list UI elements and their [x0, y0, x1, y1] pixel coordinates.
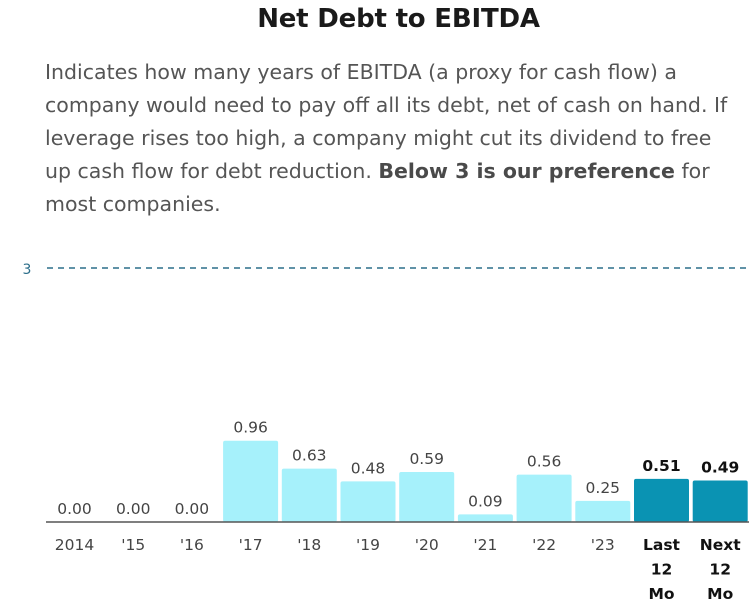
reference-line-label: 3 — [23, 262, 32, 278]
data-label: 0.49 — [701, 459, 739, 477]
data-label: 0.48 — [351, 459, 386, 477]
x-tick-label: Next 12 Mo — [700, 536, 741, 603]
bar-9 — [575, 500, 631, 522]
x-tick-label: '16 — [180, 536, 204, 554]
x-tick-label: 2014 — [55, 536, 94, 554]
x-tick-label: Last 12 Mo — [643, 536, 681, 603]
data-label: 0.00 — [57, 500, 92, 518]
bar-8 — [516, 474, 572, 522]
description-text: Indicates how many years of EBITDA (a pr… — [45, 60, 728, 183]
data-label: 0.51 — [642, 457, 680, 475]
data-label: 0.09 — [468, 492, 503, 510]
bar-4 — [281, 468, 337, 522]
data-label: 0.59 — [409, 450, 444, 468]
x-tick-label: '15 — [121, 536, 145, 554]
x-tick-label: '21 — [473, 536, 497, 554]
description-emphasis: Below 3 is our preference — [378, 159, 675, 183]
chart-title: Net Debt to EBITDA — [257, 4, 540, 34]
chart-description: Indicates how many years of EBITDA (a pr… — [45, 56, 735, 221]
x-tick-label: '18 — [297, 536, 321, 554]
x-tick-label: '19 — [356, 536, 380, 554]
bar-5 — [340, 481, 396, 522]
data-label: 0.00 — [175, 500, 210, 518]
bar-7 — [457, 514, 513, 522]
bar-11 — [692, 480, 748, 522]
x-tick-label: '17 — [239, 536, 263, 554]
x-tick-label: '23 — [591, 536, 615, 554]
data-label: 0.25 — [586, 479, 621, 497]
bar-6 — [399, 472, 455, 522]
x-tick-label: '22 — [532, 536, 556, 554]
data-label: 0.63 — [292, 447, 327, 465]
x-tick-label: '20 — [415, 536, 439, 554]
data-label: 0.96 — [233, 419, 268, 437]
bar-3 — [223, 440, 279, 522]
data-label: 0.00 — [116, 500, 151, 518]
data-label: 0.56 — [527, 453, 562, 471]
bar-10 — [634, 478, 689, 522]
description-tail: for most companies. — [45, 159, 710, 216]
